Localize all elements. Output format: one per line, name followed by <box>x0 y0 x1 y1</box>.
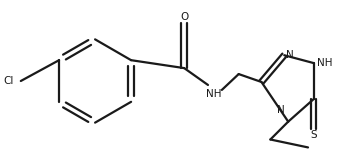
Text: S: S <box>311 130 317 140</box>
Text: N: N <box>286 50 294 60</box>
Text: Cl: Cl <box>3 76 14 86</box>
Text: NH: NH <box>317 58 332 68</box>
Text: O: O <box>180 12 188 22</box>
Text: N: N <box>277 105 285 115</box>
Text: NH: NH <box>206 89 222 99</box>
